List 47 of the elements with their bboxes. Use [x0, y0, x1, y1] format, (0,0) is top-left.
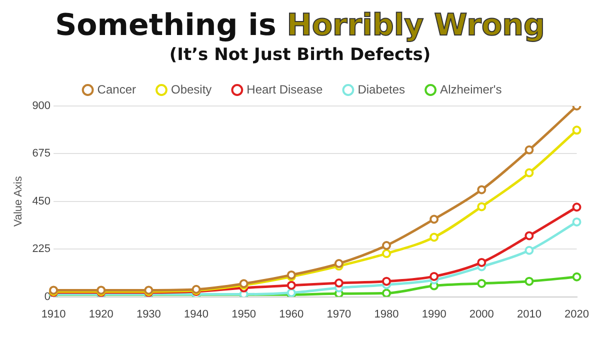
point	[430, 214, 439, 224]
point	[572, 272, 582, 282]
x-tick-label: 1980	[374, 308, 399, 320]
x-tick-label: 2000	[469, 308, 494, 320]
point	[524, 168, 534, 178]
x-tick-label: 1970	[326, 308, 352, 320]
x-tick-label: 2010	[516, 308, 542, 320]
legend-label: Obesity	[170, 82, 212, 96]
x-tick-label: 1960	[279, 308, 304, 320]
point	[572, 217, 582, 226]
x-tick-label: 1940	[184, 308, 208, 320]
point	[382, 288, 392, 297]
x-tick-label: 1910	[41, 308, 66, 320]
y-tick-label: 675	[32, 148, 51, 160]
point	[382, 240, 392, 250]
legend-label: Diabetes	[358, 82, 406, 96]
y-tick-label: 900	[32, 100, 51, 112]
x-tick-label: 1920	[88, 308, 114, 320]
point	[334, 259, 344, 268]
y-axis-title: Value Axis	[12, 176, 25, 227]
y-tick-label: 225	[32, 243, 51, 256]
point	[524, 231, 534, 240]
point	[430, 232, 439, 242]
x-tick-label: 1930	[136, 308, 161, 320]
point	[477, 258, 486, 267]
point	[572, 126, 582, 135]
chart-title: Something is Horribly Wrong	[55, 8, 545, 43]
legend-label: Alzheimer's	[440, 82, 502, 96]
point	[572, 202, 582, 212]
x-tick-label: 1990	[422, 308, 446, 320]
point	[382, 276, 392, 286]
x-tick-label: 1950	[232, 308, 256, 320]
point	[524, 276, 534, 286]
point	[286, 280, 296, 290]
point	[524, 145, 534, 154]
point	[524, 246, 534, 255]
point	[382, 249, 392, 258]
point	[477, 278, 486, 288]
point	[477, 202, 486, 212]
x-tick-label: 2020	[564, 308, 590, 320]
y-tick-label: 450	[32, 195, 51, 208]
chart-subtitle: (It’s Not Just Birth Defects)	[168, 44, 432, 66]
legend-label: Cancer	[97, 82, 136, 96]
point	[334, 278, 344, 288]
point	[430, 272, 439, 281]
point	[477, 185, 486, 194]
legend-label: Heart Disease	[246, 82, 324, 96]
